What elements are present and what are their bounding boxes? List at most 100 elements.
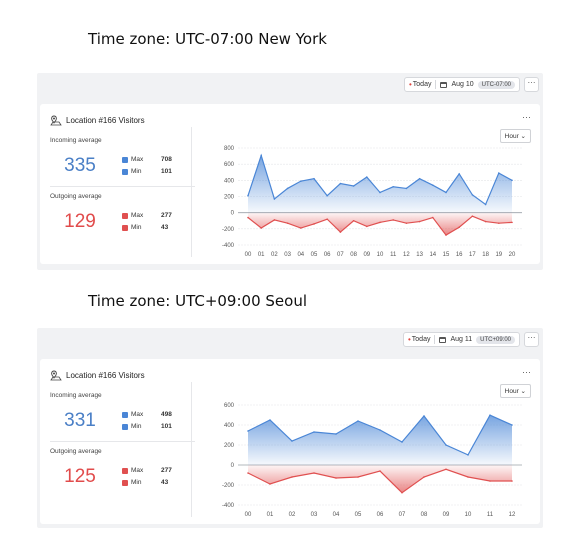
incoming-point[interactable]: [401, 441, 403, 443]
today-button[interactable]: Today: [412, 81, 432, 88]
incoming-point[interactable]: [471, 194, 474, 196]
outgoing-point[interactable]: [489, 480, 491, 482]
outgoing-point[interactable]: [445, 468, 447, 471]
incoming-point[interactable]: [432, 184, 434, 186]
incoming-point[interactable]: [511, 179, 513, 182]
x-tick-label: 12: [509, 512, 516, 518]
card-more-button[interactable]: ···: [522, 112, 531, 122]
incoming-point[interactable]: [445, 444, 447, 446]
outgoing-point[interactable]: [273, 219, 276, 221]
incoming-point[interactable]: [511, 424, 513, 426]
max-up-icon: [122, 468, 128, 474]
outgoing-point[interactable]: [313, 223, 315, 225]
outgoing-point[interactable]: [418, 220, 421, 223]
outgoing-point[interactable]: [339, 231, 342, 233]
incoming-point[interactable]: [313, 177, 315, 180]
outgoing-point[interactable]: [511, 480, 513, 482]
date-label[interactable]: Aug 11: [450, 336, 473, 343]
y-tick-label: 600: [224, 162, 235, 168]
outgoing-point[interactable]: [423, 476, 425, 478]
outgoing-point[interactable]: [467, 476, 469, 478]
outgoing-point[interactable]: [401, 491, 403, 494]
outgoing-point[interactable]: [366, 225, 368, 228]
incoming-point[interactable]: [357, 420, 359, 422]
granularity-dropdown[interactable]: Hour ⌄: [499, 384, 531, 398]
date-selector[interactable]: • Today Aug 10 UTC-07:00: [403, 77, 520, 92]
outgoing-point[interactable]: [484, 220, 487, 223]
incoming-point[interactable]: [326, 194, 328, 197]
divider: [434, 335, 436, 344]
incoming-point[interactable]: [379, 429, 381, 431]
outgoing-point[interactable]: [405, 222, 408, 224]
incoming-point[interactable]: [405, 187, 408, 190]
outgoing-point[interactable]: [379, 221, 381, 224]
outgoing-point[interactable]: [286, 222, 289, 224]
incoming-point[interactable]: [379, 191, 381, 194]
stats-column: Incoming average 335 Max 708 Min 101 Outgo…: [50, 137, 195, 235]
card-more-button[interactable]: ···: [522, 367, 531, 377]
incoming-point[interactable]: [366, 176, 368, 178]
outgoing-point[interactable]: [432, 216, 434, 219]
incoming-point[interactable]: [335, 433, 337, 435]
incoming-point[interactable]: [247, 194, 249, 197]
incoming-point[interactable]: [286, 187, 289, 190]
incoming-point[interactable]: [247, 430, 249, 432]
incoming-average-label: Incoming average: [50, 392, 102, 399]
incoming-point[interactable]: [458, 173, 460, 175]
stats-column: Incoming average 331 Max 498 Min 101 Outgo…: [50, 392, 195, 490]
incoming-point[interactable]: [313, 431, 315, 433]
min-label: Min: [131, 479, 142, 486]
outgoing-point[interactable]: [458, 226, 460, 229]
incoming-point[interactable]: [260, 154, 262, 157]
incoming-point[interactable]: [498, 172, 500, 174]
outgoing-point[interactable]: [313, 472, 315, 474]
incoming-point[interactable]: [489, 414, 491, 416]
min-value: 101: [161, 168, 172, 175]
incoming-point[interactable]: [339, 182, 342, 185]
incoming-point[interactable]: [269, 419, 271, 421]
outgoing-point[interactable]: [392, 219, 394, 221]
x-tick-label: 15: [443, 252, 450, 258]
incoming-point[interactable]: [273, 198, 276, 200]
min-down-icon: [122, 225, 128, 231]
dashboard-panel: • Today Aug 10 UTC-07:00 ··· Location #1…: [37, 73, 543, 270]
date-selector[interactable]: • Today Aug 11 UTC+09:00: [402, 332, 520, 347]
y-tick-label: 0: [231, 463, 235, 469]
card-title: Location #166 Visitors: [50, 115, 145, 126]
granularity-dropdown[interactable]: Hour ⌄: [499, 129, 531, 143]
incoming-point[interactable]: [352, 185, 355, 187]
outgoing-point[interactable]: [511, 221, 513, 224]
incoming-point[interactable]: [291, 440, 293, 442]
outgoing-point[interactable]: [445, 234, 447, 236]
divider: [50, 441, 195, 442]
incoming-point[interactable]: [484, 203, 487, 206]
outgoing-point[interactable]: [247, 216, 249, 219]
outgoing-point[interactable]: [498, 222, 500, 224]
outgoing-point[interactable]: [352, 219, 355, 222]
incoming-average-label: Incoming average: [50, 137, 102, 144]
outgoing-point[interactable]: [335, 477, 337, 479]
incoming-point[interactable]: [445, 191, 447, 194]
x-tick-label: 17: [469, 252, 476, 258]
outgoing-point[interactable]: [357, 476, 359, 478]
outgoing-point[interactable]: [260, 227, 262, 229]
outgoing-point[interactable]: [326, 218, 328, 220]
more-options-button[interactable]: ···: [524, 77, 539, 92]
outgoing-point[interactable]: [269, 483, 271, 485]
outgoing-point[interactable]: [379, 470, 381, 472]
outgoing-point[interactable]: [471, 215, 474, 217]
outgoing-point[interactable]: [247, 472, 249, 474]
incoming-point[interactable]: [467, 454, 469, 456]
date-label[interactable]: Aug 10: [451, 81, 474, 88]
today-button[interactable]: Today: [411, 336, 431, 343]
more-options-button[interactable]: ···: [524, 332, 539, 347]
y-tick-label: 400: [224, 178, 235, 184]
incoming-point[interactable]: [300, 180, 302, 182]
incoming-point[interactable]: [418, 177, 421, 180]
outgoing-point[interactable]: [300, 227, 302, 229]
outgoing-point[interactable]: [291, 476, 293, 478]
min-down-icon: [122, 480, 128, 486]
incoming-point[interactable]: [392, 186, 394, 188]
today-dot-icon: •: [408, 80, 412, 89]
incoming-point[interactable]: [423, 415, 425, 417]
